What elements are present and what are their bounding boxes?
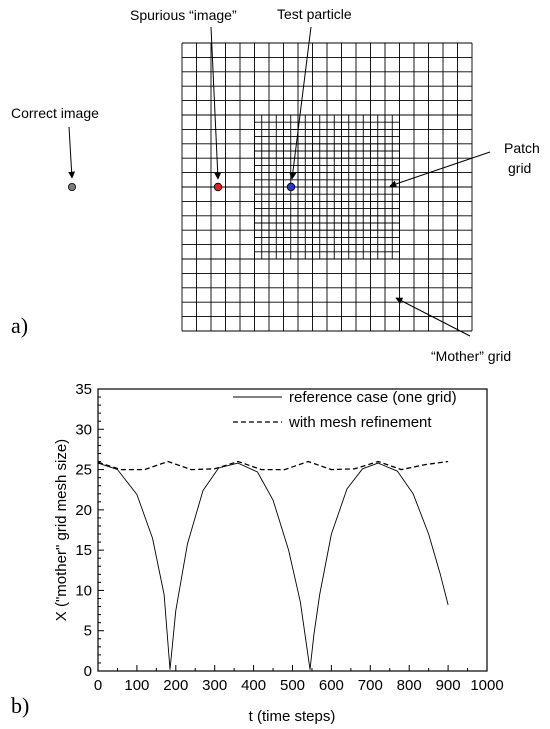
line-chart: 0 100 200 300 400 500 600 700 800 900 1000 0 5 10 15 2…	[11, 381, 504, 725]
x-tick-label: 500	[280, 677, 305, 694]
y-tick-label: 0	[84, 663, 92, 680]
y-axis-title: X ("mother" grid mesh size)	[53, 439, 70, 621]
test-particle-label: Test particle	[277, 6, 352, 22]
panel-b-label: b)	[11, 693, 29, 718]
y-tick-label: 15	[75, 542, 92, 559]
panel-a-label: a)	[11, 313, 28, 338]
series-layer	[97, 460, 449, 670]
y-tick-label: 20	[75, 502, 92, 519]
test-particle-dot	[286, 182, 296, 192]
x-tick-label: 0	[94, 677, 102, 694]
legend: reference case (one grid) with mesh refi…	[233, 389, 457, 431]
x-tick-label: 900	[436, 677, 461, 694]
x-tick-label: 300	[202, 677, 227, 694]
legend-label-reference: reference case (one grid)	[289, 389, 457, 406]
x-tick-label: 200	[163, 677, 188, 694]
x-tick-label: 400	[241, 677, 266, 694]
plot-frame	[97, 388, 488, 672]
series-line-reference-case	[97, 462, 449, 670]
patch-grid-label: Patch	[504, 140, 540, 156]
x-axis-title: t (time steps)	[249, 708, 336, 725]
mother-grid-label: “Mother” grid	[431, 348, 511, 364]
x-tick-label: 1000	[470, 677, 503, 694]
patch-grid	[254, 114, 400, 260]
y-tick-label: 30	[75, 421, 92, 438]
x-tick-label: 800	[397, 677, 422, 694]
x-tick-label: 100	[124, 677, 149, 694]
y-axis: 0 5 10 15 20 25 30 35	[75, 381, 104, 680]
legend-label-refinement: with mesh refinement	[288, 414, 432, 431]
y-tick-label: 10	[75, 582, 92, 599]
y-tick-label: 35	[75, 381, 92, 398]
arrow-correct-image	[68, 126, 76, 179]
series-line-mesh-refinement	[97, 460, 449, 471]
y-tick-label: 25	[75, 462, 92, 479]
patch-grid-label-line2: grid	[508, 160, 531, 176]
x-tick-label: 600	[319, 677, 344, 694]
spurious-image-dot	[213, 182, 223, 192]
arrow-patch-grid	[389, 151, 491, 188]
y-tick-label: 5	[84, 623, 92, 640]
correct-image-label: Correct image	[11, 105, 99, 121]
arrow-mother-grid	[395, 297, 471, 337]
arrow-spurious-image	[210, 26, 222, 180]
x-axis: 0 100 200 300 400 500 600 700 800 900 1000	[94, 665, 504, 694]
arrow-test-particle	[289, 26, 312, 180]
spurious-image-label: Spurious “image”	[130, 7, 237, 23]
mesh-diagram: Spurious “image” Test particle Correct i…	[11, 6, 540, 364]
x-tick-label: 700	[358, 677, 383, 694]
correct-image-dot	[68, 182, 77, 191]
